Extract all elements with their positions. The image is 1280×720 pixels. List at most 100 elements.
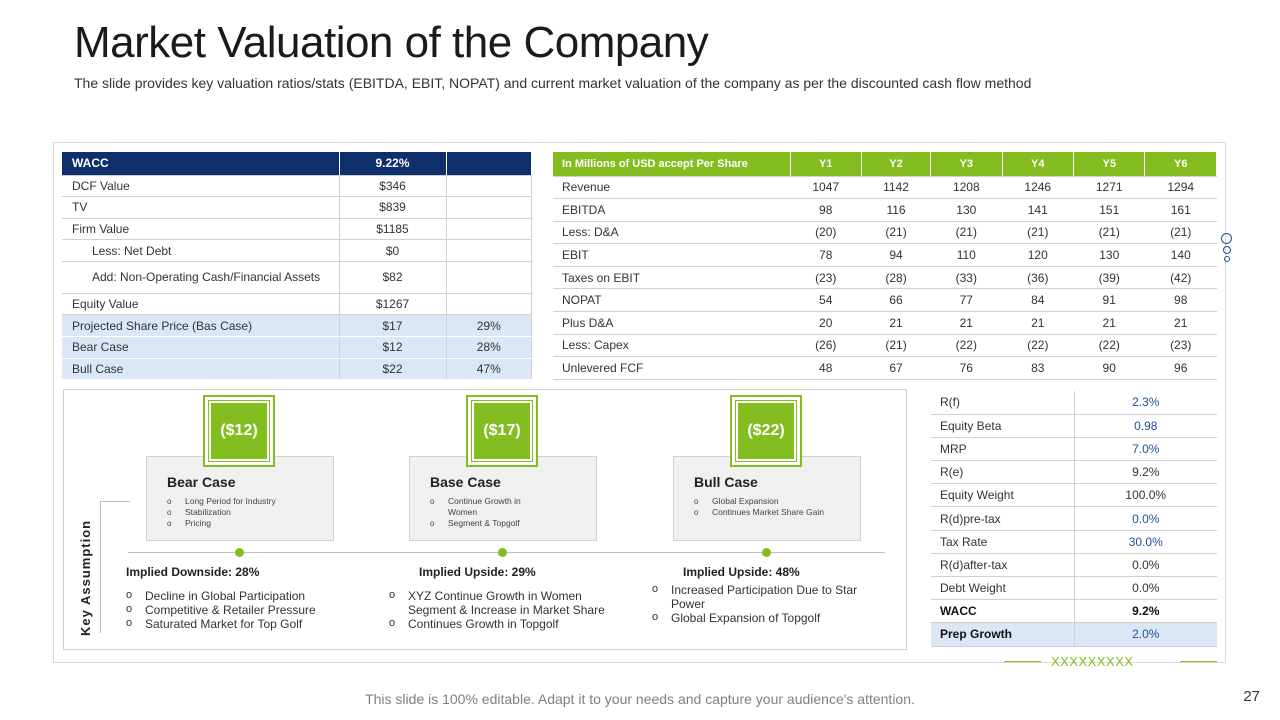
- table-cell: Equity Weight: [931, 483, 1075, 508]
- table-cell: 84: [1002, 288, 1074, 313]
- table-cell: EBIT: [553, 243, 790, 267]
- table-cell: Y1: [790, 152, 862, 177]
- table-cell: Prep Growth: [931, 622, 1075, 647]
- table-cell: [446, 218, 532, 241]
- table-cell: $22: [339, 358, 447, 381]
- table-cell: [446, 261, 532, 294]
- table-cell: 110: [930, 243, 1003, 267]
- table-cell: Unlevered FCF: [553, 356, 790, 380]
- table-cell: (22): [1002, 334, 1074, 358]
- table-cell: 20: [790, 311, 862, 335]
- list-item: Stabilization: [167, 507, 313, 518]
- table-row: TV $839: [62, 196, 532, 219]
- table-cell: 1271: [1073, 176, 1145, 200]
- decorative-circles-icon: [1221, 233, 1232, 264]
- table-cell: 77: [930, 288, 1003, 313]
- table-cell: Bear Case: [62, 336, 340, 359]
- table-cell: 98: [790, 198, 862, 222]
- table-cell: Y6: [1144, 152, 1217, 177]
- list-item: Continue Growth in Women: [430, 496, 540, 518]
- table-cell: 1047: [790, 176, 862, 200]
- table-row: Equity Weight 100.0%: [931, 483, 1217, 508]
- table-cell: In Millions of USD accept Per Share: [553, 152, 791, 177]
- price-value: ($22): [735, 400, 797, 462]
- table-row: MRP 7.0%: [931, 437, 1217, 462]
- table-row: Bear Case $12 28%: [62, 336, 532, 359]
- table-row: Firm Value $1185: [62, 218, 532, 241]
- table-row: WACC 9.2%: [931, 599, 1217, 624]
- implied-upside-bull: Implied Upside: 48% Increased Participat…: [652, 565, 887, 625]
- list-item: Segment & Topgolf: [430, 518, 540, 529]
- table-cell: (21): [930, 221, 1003, 245]
- table-row: EBIT 78 94 110 120 130 140: [553, 243, 1217, 267]
- table-cell: 2.3%: [1074, 391, 1217, 415]
- table-cell: 90: [1073, 356, 1145, 380]
- table-row: Less: D&A (20) (21) (21) (21) (21) (21): [553, 221, 1217, 245]
- valuation-table: WACC 9.22% DCF Value $346 TV $839 Firm V…: [62, 152, 532, 381]
- table-cell: (33): [930, 266, 1003, 290]
- projection-table: In Millions of USD accept Per Share Y1 Y…: [553, 152, 1217, 380]
- table-cell: [446, 175, 532, 198]
- table-cell: Debt Weight: [931, 576, 1075, 601]
- case-title: Base Case: [430, 474, 501, 490]
- table-cell: MRP: [931, 437, 1075, 462]
- table-cell: 151: [1073, 198, 1145, 222]
- page-number: 27: [1243, 688, 1260, 705]
- table-cell: (23): [1144, 334, 1217, 358]
- table-cell: (42): [1144, 266, 1217, 290]
- table-cell: 0.98: [1074, 414, 1217, 438]
- table-cell: 78: [790, 243, 862, 267]
- table-row: Unlevered FCF 48 67 76 83 90 96: [553, 356, 1217, 380]
- page-title: Market Valuation of the Company: [74, 18, 709, 67]
- table-cell: NOPAT: [553, 288, 790, 313]
- price-value: ($12): [208, 400, 270, 462]
- table-cell: 21: [930, 311, 1003, 335]
- table-cell: 0.0%: [1074, 506, 1217, 531]
- base-price-badge: ($17): [466, 395, 538, 467]
- implied-points: Increased Participation Due to Star Powe…: [652, 582, 887, 625]
- table-cell: Y5: [1073, 152, 1146, 177]
- table-cell: 54: [790, 288, 862, 313]
- table-cell: R(e): [931, 460, 1075, 485]
- table-cell: 120: [1002, 243, 1074, 267]
- list-item: Global Expansion: [694, 496, 840, 507]
- table-cell: Equity Beta: [931, 414, 1075, 438]
- implied-title: Implied Downside: 28%: [126, 565, 260, 579]
- table-row: R(d)pre-tax 0.0%: [931, 506, 1217, 531]
- table-row: Taxes on EBIT (23) (28) (33) (36) (39) (…: [553, 266, 1217, 290]
- table-cell: 29%: [446, 314, 532, 338]
- table-cell: 91: [1073, 288, 1145, 313]
- table-cell: Projected Share Price (Bas Case): [62, 314, 340, 338]
- valuation-table-header: WACC 9.22%: [62, 152, 532, 176]
- table-cell: WACC: [62, 152, 340, 176]
- table-cell: 21: [1144, 311, 1217, 335]
- table-cell: Plus D&A: [553, 311, 790, 335]
- table-cell: Y4: [1002, 152, 1075, 177]
- table-cell: (23): [790, 266, 862, 290]
- bull-price-badge: ($22): [730, 395, 802, 467]
- key-assumption-label: Key Assumption: [78, 519, 93, 636]
- table-row: R(f) 2.3%: [931, 391, 1217, 415]
- table-row: Tax Rate 30.0%: [931, 530, 1217, 554]
- divider-line: [1180, 661, 1217, 662]
- bear-price-badge: ($12): [203, 395, 275, 467]
- case-title: Bull Case: [694, 474, 758, 490]
- table-row: EBITDA 98 116 130 141 151 161: [553, 198, 1217, 222]
- list-item: Competitive & Retailer Pressure: [126, 602, 366, 617]
- table-cell: (39): [1073, 266, 1145, 290]
- table-row: Revenue 1047 1142 1208 1246 1271 1294: [553, 176, 1217, 200]
- table-cell: 48: [790, 356, 862, 380]
- table-cell: [446, 239, 532, 262]
- table-cell: 130: [1073, 243, 1145, 267]
- divider-line: [1004, 661, 1041, 662]
- table-cell: Y2: [861, 152, 932, 177]
- list-item: Increased Participation Due to Star Powe…: [652, 582, 887, 611]
- table-cell: TV: [62, 196, 340, 219]
- table-cell: $346: [339, 175, 447, 198]
- implied-title: Implied Upside: 48%: [683, 565, 800, 579]
- implied-points: Decline in Global Participation Competit…: [126, 588, 366, 631]
- list-item: Continues Growth in Topgolf: [389, 616, 629, 631]
- table-cell: Add: Non-Operating Cash/Financial Assets: [62, 261, 340, 294]
- table-cell: 76: [930, 356, 1003, 380]
- key-assumption-panel: [63, 389, 907, 650]
